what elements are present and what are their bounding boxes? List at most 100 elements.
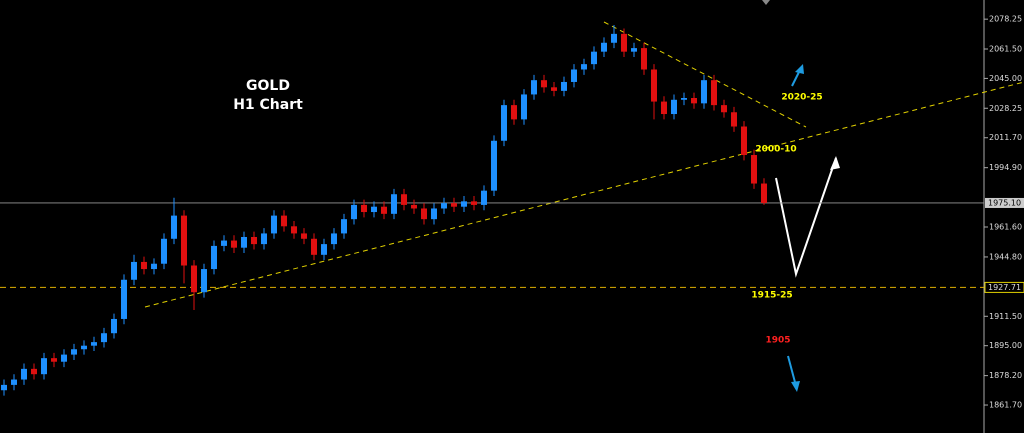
candle-body xyxy=(611,33,617,43)
candle-body xyxy=(311,238,317,255)
y-tick-label: 1911.50 xyxy=(989,312,1022,321)
candle-body xyxy=(261,233,267,245)
chart-subtitle: H1 Chart xyxy=(233,97,303,113)
y-tick-label: 1878.20 xyxy=(989,371,1022,380)
candle-body xyxy=(411,204,417,209)
candle-body xyxy=(561,81,567,91)
candle-body xyxy=(711,80,717,106)
candle-body xyxy=(361,204,367,213)
candle-body xyxy=(441,203,447,209)
candle-body xyxy=(281,215,287,227)
candle-body xyxy=(681,98,687,100)
y-tick-label: 2078.25 xyxy=(989,15,1022,24)
y-tick-label: 2011.70 xyxy=(989,133,1022,142)
candle-body xyxy=(431,208,437,220)
arrow-head xyxy=(791,381,800,392)
candle-body xyxy=(721,105,727,113)
candle-body xyxy=(21,368,27,380)
candle-body xyxy=(141,261,147,270)
candle-body xyxy=(251,236,257,245)
candle-body xyxy=(661,101,667,115)
candle-body xyxy=(81,345,87,350)
candle-body xyxy=(621,33,627,52)
y-tick-label: 2028.25 xyxy=(989,104,1022,113)
candle-body xyxy=(751,155,757,184)
candle-body xyxy=(231,240,237,248)
candle-body xyxy=(421,208,427,220)
arrow-head xyxy=(795,64,804,74)
candle-body xyxy=(151,263,157,270)
candle-body xyxy=(581,64,587,70)
candle-body xyxy=(11,379,17,385)
candle-body xyxy=(391,194,397,214)
candle-body xyxy=(501,105,507,141)
arrow xyxy=(787,355,797,387)
candle-body xyxy=(531,80,537,95)
candle-body xyxy=(91,342,97,346)
candle-body xyxy=(641,48,647,70)
candle-body xyxy=(701,80,707,104)
candle-body xyxy=(631,48,637,52)
annotation: 1915-25 xyxy=(751,291,792,301)
candle-body xyxy=(551,87,557,91)
candle-body xyxy=(381,206,387,214)
candle-body xyxy=(461,201,467,207)
candle-body xyxy=(651,69,657,102)
annotation: 2020-25 xyxy=(781,93,822,103)
candle-body xyxy=(71,349,77,355)
y-tick-label: 1961.60 xyxy=(989,223,1022,232)
candle-body xyxy=(211,245,217,270)
annotation: 1905 xyxy=(765,336,790,346)
candle-body xyxy=(331,233,337,245)
candle-body xyxy=(191,265,197,293)
scroll-marker xyxy=(762,0,770,5)
trendline xyxy=(144,81,1024,308)
candle-body xyxy=(121,279,127,319)
candle-body xyxy=(591,51,597,65)
y-tick-label: 1994.90 xyxy=(989,163,1022,172)
candle-body xyxy=(171,215,177,239)
y-tick-label: 1861.70 xyxy=(989,401,1022,410)
annotation: 2000-10 xyxy=(755,145,796,155)
candle-body xyxy=(221,240,227,246)
candle-body xyxy=(291,226,297,234)
candle-body xyxy=(101,333,107,343)
candle-body xyxy=(371,206,377,213)
projection-arrow xyxy=(775,157,837,278)
candle-body xyxy=(521,94,527,120)
arrow-head xyxy=(830,156,840,170)
y-tick-label: 2045.00 xyxy=(989,74,1022,83)
candle-body xyxy=(351,204,357,220)
candle-body xyxy=(161,238,167,264)
candle-body xyxy=(761,183,767,203)
candle-body xyxy=(61,354,67,362)
chart-title: GOLD xyxy=(246,78,290,94)
candle-body xyxy=(111,318,117,334)
trendline xyxy=(603,21,807,128)
candle-body xyxy=(31,368,37,375)
candle-body xyxy=(321,244,327,255)
candle-body xyxy=(131,261,137,280)
candle-body xyxy=(301,233,307,239)
level-label: 1927.71 xyxy=(988,283,1021,292)
candle-body xyxy=(741,126,747,156)
candle-body xyxy=(731,112,737,127)
candle-body xyxy=(471,201,477,205)
y-tick-label: 1944.80 xyxy=(989,252,1022,261)
candle-body xyxy=(401,194,407,205)
price-label: 1975.10 xyxy=(988,198,1021,207)
candle-body xyxy=(341,219,347,234)
candle-body xyxy=(571,69,577,82)
candle-body xyxy=(601,42,607,52)
candle-body xyxy=(511,105,517,120)
candle-body xyxy=(671,99,677,115)
price-box xyxy=(985,197,1024,208)
candle-body xyxy=(541,80,547,88)
candle-body xyxy=(491,140,497,191)
candle-body xyxy=(271,215,277,234)
candle-body xyxy=(51,358,57,362)
y-tick-label: 2061.50 xyxy=(989,45,1022,54)
